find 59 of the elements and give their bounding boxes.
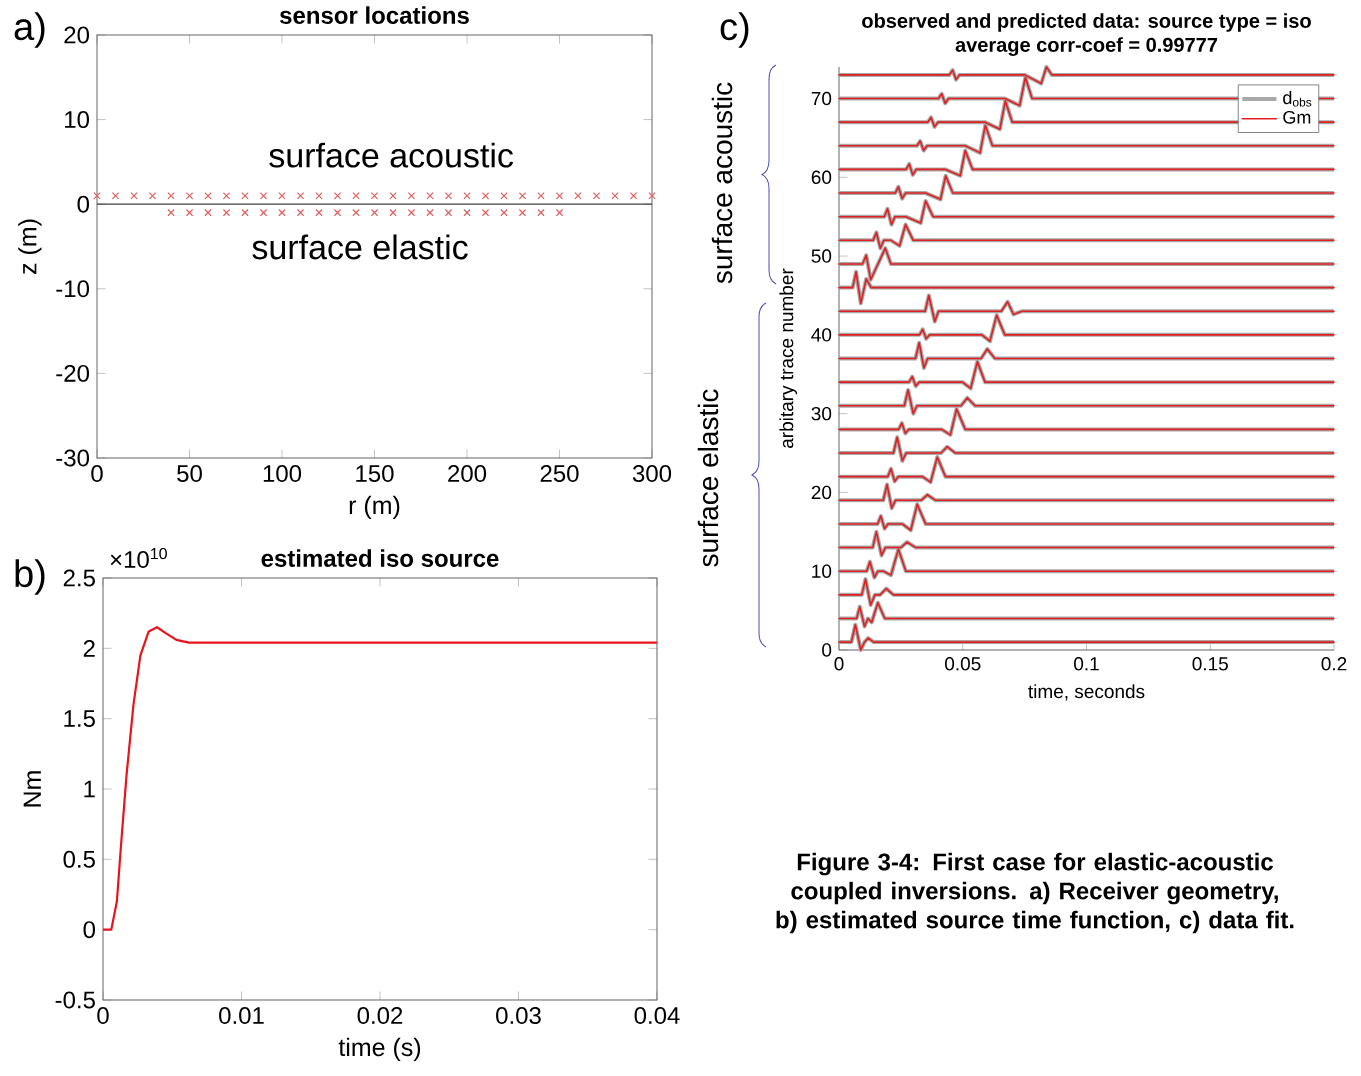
x-tick-label: 0.04 bbox=[634, 1007, 680, 1025]
series-label: d$_{obs}$ bbox=[1283, 90, 1312, 107]
y-tick-label: -0.5 bbox=[55, 991, 95, 1009]
x-tick-label: 0.02 bbox=[357, 1007, 403, 1025]
y-axis-title: Nm bbox=[23, 771, 41, 807]
text: c) bbox=[720, 12, 749, 48]
y-axis-title: arbitary trace number bbox=[779, 268, 798, 448]
text: surface elastic bbox=[697, 389, 719, 567]
text: ×10$^{10}$ bbox=[110, 547, 167, 569]
text: b) bbox=[15, 559, 45, 595]
series-label: Gm bbox=[1283, 110, 1311, 124]
y-tick-label: 20 bbox=[64, 26, 90, 44]
x-tick-label: 0.05 bbox=[945, 657, 981, 671]
y-tick-label: 40 bbox=[811, 328, 832, 342]
y-tick-label: 30 bbox=[811, 406, 832, 421]
x-axis-title: time, seconds bbox=[1028, 684, 1145, 701]
y-tick-label: 0.5 bbox=[63, 850, 95, 868]
y-tick-label: 2.5 bbox=[63, 569, 95, 587]
y-tick-label: 10 bbox=[812, 564, 832, 578]
caption: Figure 3-4: First case for elastic-acoustic coupled inversions. a) Receiver geometry, b) estimated source time function, c) data fit. bbox=[776, 852, 1294, 934]
annotation: surface acoustic bbox=[269, 142, 514, 168]
y-tick-label: 1 bbox=[84, 780, 95, 798]
x-tick-label: 250 bbox=[540, 465, 579, 483]
x-tick-label: 150 bbox=[356, 465, 394, 483]
y-tick-label: -20 bbox=[56, 364, 90, 382]
text: a) bbox=[14, 12, 45, 48]
x-tick-label: 0.15 bbox=[1192, 657, 1228, 671]
text: surface acoustic bbox=[711, 82, 733, 284]
y-tick-label: 60 bbox=[811, 170, 832, 185]
x-tick-label: 0.2 bbox=[1321, 657, 1347, 671]
x-tick-label: 300 bbox=[632, 465, 672, 483]
line-series bbox=[103, 626, 657, 931]
x-tick-label: 0.01 bbox=[219, 1007, 264, 1025]
chart-subtitle: average corr-coef = 0.99777 bbox=[955, 37, 1218, 56]
x-tick-label: 0.03 bbox=[496, 1007, 541, 1025]
y-axis-title: z (m) bbox=[18, 219, 42, 274]
x-tick-label: 0 bbox=[834, 657, 844, 671]
y-tick-label: 10 bbox=[65, 111, 90, 129]
chart-title: sensor locations bbox=[279, 6, 469, 24]
x-tick-label: 0.1 bbox=[1074, 657, 1099, 671]
y-tick-label: 20 bbox=[811, 485, 832, 500]
annotation: surface elastic bbox=[252, 234, 468, 260]
x-tick-label: 200 bbox=[448, 465, 487, 483]
y-tick-label: 0 bbox=[77, 195, 90, 213]
x-tick-label: 50 bbox=[177, 465, 202, 483]
y-tick-label: 0 bbox=[822, 643, 832, 657]
y-tick-label: -30 bbox=[56, 449, 90, 467]
y-tick-label: 70 bbox=[811, 91, 832, 106]
x-axis-title: time (s) bbox=[338, 1037, 421, 1062]
y-tick-label: 2 bbox=[83, 639, 95, 657]
x-tick-label: 0 bbox=[97, 1007, 109, 1025]
y-tick-label: -10 bbox=[56, 280, 90, 298]
y-tick-label: 1.5 bbox=[64, 710, 95, 728]
chart-title: observed and predicted data: source type = iso bbox=[862, 13, 1311, 32]
chart-title: estimated iso source bbox=[261, 549, 499, 567]
y-tick-label: 50 bbox=[811, 249, 832, 263]
x-axis-title: r (m) bbox=[349, 495, 400, 520]
x-tick-label: 100 bbox=[263, 465, 302, 483]
y-tick-label: 0 bbox=[83, 921, 96, 939]
